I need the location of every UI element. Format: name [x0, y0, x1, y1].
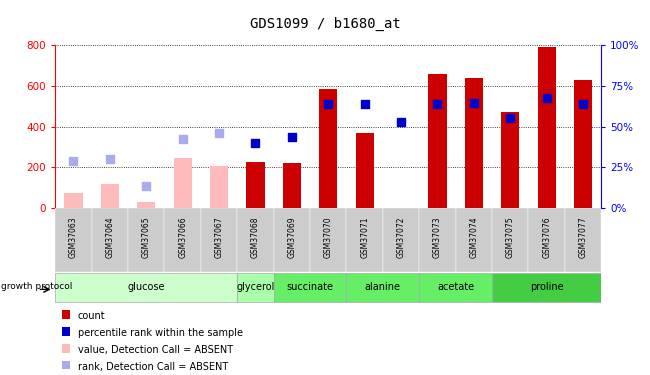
Bar	[164, 208, 201, 272]
Point	[141, 183, 151, 189]
Bar	[574, 80, 592, 208]
Point	[250, 140, 261, 146]
Point	[177, 136, 188, 142]
Bar	[501, 112, 519, 208]
Bar	[383, 208, 419, 272]
Text: GSM37065: GSM37065	[142, 216, 151, 258]
Bar	[128, 208, 164, 272]
Bar	[428, 74, 447, 208]
Point	[323, 101, 333, 107]
Bar	[246, 162, 265, 208]
Point	[541, 95, 552, 101]
Text: alanine: alanine	[365, 282, 401, 292]
Text: GDS1099 / b1680_at: GDS1099 / b1680_at	[250, 17, 400, 31]
Bar	[565, 208, 601, 272]
Bar	[492, 208, 528, 272]
Bar	[137, 202, 155, 208]
Bar	[456, 208, 492, 272]
Point	[68, 158, 79, 164]
Text: GSM37064: GSM37064	[105, 216, 114, 258]
Bar	[538, 47, 556, 208]
Text: growth protocol: growth protocol	[1, 282, 73, 291]
Text: GSM37072: GSM37072	[396, 216, 406, 258]
Bar	[92, 208, 128, 272]
Point	[469, 100, 479, 106]
Text: GSM37066: GSM37066	[178, 216, 187, 258]
Text: glucose: glucose	[127, 282, 165, 292]
Bar	[64, 193, 83, 208]
Point	[105, 156, 115, 162]
Point	[359, 101, 370, 107]
Bar	[356, 133, 374, 208]
Text: GSM37074: GSM37074	[469, 216, 478, 258]
Text: rank, Detection Call = ABSENT: rank, Detection Call = ABSENT	[78, 362, 228, 372]
Text: GSM37075: GSM37075	[506, 216, 515, 258]
Bar	[419, 273, 492, 302]
Bar	[210, 166, 228, 208]
Text: acetate: acetate	[437, 282, 474, 292]
Bar	[101, 184, 119, 208]
Bar	[55, 208, 92, 272]
Bar	[492, 273, 601, 302]
Text: GSM37069: GSM37069	[287, 216, 296, 258]
Point	[578, 101, 588, 107]
Text: GSM37077: GSM37077	[578, 216, 588, 258]
Bar	[528, 208, 565, 272]
Point	[214, 130, 224, 136]
Bar	[346, 208, 383, 272]
Text: percentile rank within the sample: percentile rank within the sample	[78, 328, 243, 338]
Bar	[319, 89, 337, 208]
Point	[396, 120, 406, 126]
Point	[505, 116, 515, 122]
Text: proline: proline	[530, 282, 564, 292]
Bar	[274, 273, 346, 302]
Bar	[283, 163, 301, 208]
Text: GSM37076: GSM37076	[542, 216, 551, 258]
Bar	[310, 208, 346, 272]
Bar	[55, 273, 237, 302]
Text: value, Detection Call = ABSENT: value, Detection Call = ABSENT	[78, 345, 233, 355]
Bar	[237, 208, 274, 272]
Point	[287, 134, 297, 140]
Text: GSM37071: GSM37071	[360, 216, 369, 258]
Text: succinate: succinate	[287, 282, 333, 292]
Text: GSM37068: GSM37068	[251, 216, 260, 258]
Text: count: count	[78, 311, 105, 321]
Bar	[274, 208, 310, 272]
Bar	[465, 78, 483, 208]
Bar	[346, 273, 419, 302]
Text: GSM37067: GSM37067	[214, 216, 224, 258]
Bar	[419, 208, 456, 272]
Text: GSM37073: GSM37073	[433, 216, 442, 258]
Point	[432, 101, 443, 107]
Text: GSM37070: GSM37070	[324, 216, 333, 258]
Bar	[201, 208, 237, 272]
Text: glycerol: glycerol	[236, 282, 275, 292]
Bar	[174, 158, 192, 208]
Bar	[237, 273, 274, 302]
Text: GSM37063: GSM37063	[69, 216, 78, 258]
